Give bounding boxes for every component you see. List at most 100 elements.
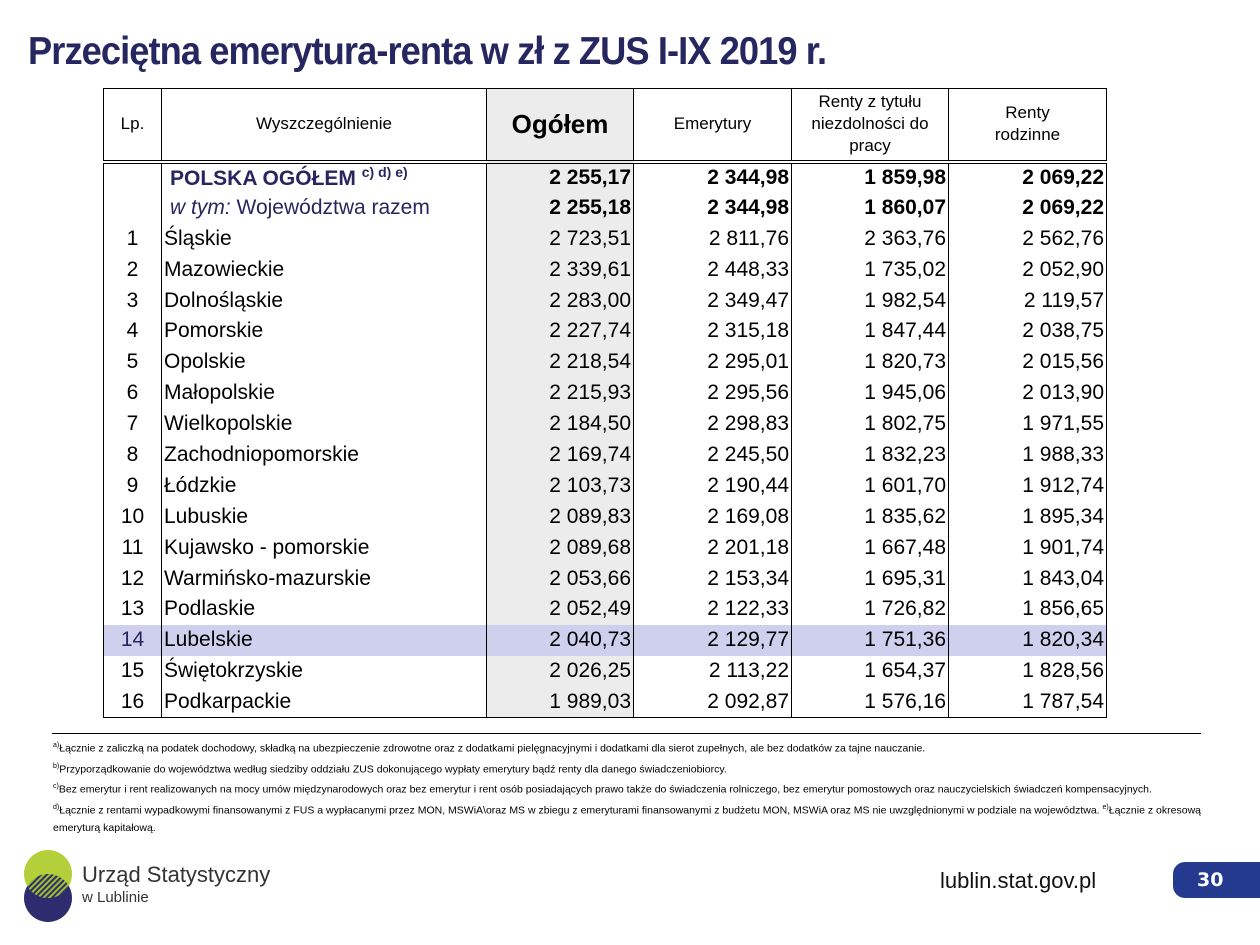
cell-value: 1 820,73	[791, 346, 949, 378]
row-number: 7	[103, 408, 162, 440]
cell-value: 2 169,08	[633, 501, 792, 533]
cell-value: 1 601,70	[791, 470, 949, 502]
table-row: 9 Łódzkie 2 103,73 2 190,44 1 601,70 1 912,74	[103, 470, 1107, 502]
region-name: Lubuskie	[161, 501, 487, 533]
cell-value: 2 052,90	[948, 254, 1107, 286]
footnotes: a)Łącznie z zaliczką na podatek dochodow…	[53, 737, 1201, 837]
cell-value: 2 363,76	[791, 223, 949, 255]
header-renty-niezdolnosc: Renty z tytułu niezdolności do pracy	[791, 88, 949, 162]
row-number: 11	[103, 532, 162, 564]
cell-value: 2 315,18	[633, 315, 792, 347]
cell-value: 1 982,54	[791, 285, 949, 316]
cell-value: 2 218,54	[486, 346, 634, 378]
cell-value: 2 190,44	[633, 470, 792, 502]
polska-label: POLSKA OGÓŁEM	[170, 167, 356, 191]
region-name: Opolskie	[161, 346, 487, 378]
footnote-d-e: d)Łącznie z rentami wypadkowymi finansow…	[53, 803, 1201, 835]
cell-value: 2 562,76	[948, 223, 1107, 255]
header-lp: Lp.	[103, 88, 162, 162]
cell-value: 2 113,22	[633, 655, 792, 687]
cell-value: 1 945,06	[791, 377, 949, 409]
cell-value: 1 835,62	[791, 501, 949, 533]
header-ogolem: Ogółem	[486, 88, 634, 162]
table-row: 7 Wielkopolskie 2 184,50 2 298,83 1 802,75 1 …	[103, 408, 1107, 440]
cell-value: 1 654,37	[791, 655, 949, 687]
cell-value: 2 295,56	[633, 377, 792, 409]
cell-value: 2 283,00	[486, 285, 634, 316]
table-row: 10 Lubuskie 2 089,83 2 169,08 1 835,62 1 895,…	[103, 501, 1107, 533]
summary-row-wojewodztwa: w tym: Województwa razem 2 255,18 2 344,…	[103, 192, 1107, 224]
logo-subtext: w Lublinie	[82, 889, 149, 906]
row-number: 12	[103, 563, 162, 594]
summary-row-polska: POLSKA OGÓŁEM c) d) e) 2 255,17 2 344,98…	[103, 161, 1107, 193]
region-name: Dolnośląskie	[161, 285, 487, 316]
header-emerytury: Emerytury	[633, 88, 792, 162]
table-row: 8 Zachodniopomorskie 2 169,74 2 245,50 1 832…	[103, 439, 1107, 471]
table-row: 11 Kujawsko - pomorskie 2 089,68 2 201,18 1 …	[103, 532, 1107, 564]
cell-value: 1 751,36	[791, 624, 949, 656]
cell-value: 2 295,01	[633, 346, 792, 378]
cell-value: 1 832,23	[791, 439, 949, 471]
cell-value: 1 787,54	[948, 686, 1107, 719]
cell-value: 1 859,98	[791, 161, 949, 193]
row-number: 16	[103, 686, 162, 719]
region-name: Podlaskie	[161, 593, 487, 625]
wtym-label: w tym:	[170, 195, 231, 219]
region-name: Łódzkie	[161, 470, 487, 502]
cell-value: 1 847,44	[791, 315, 949, 347]
footnote-divider	[52, 733, 1201, 734]
cell-value: 2 089,83	[486, 501, 634, 533]
page-number-badge: 30	[1173, 862, 1260, 898]
cell-value: 2 069,22	[948, 161, 1107, 193]
cell-value: 1 802,75	[791, 408, 949, 440]
cell-value: 2 026,25	[486, 655, 634, 687]
page-title: Przeciętna emerytura-renta w zł z ZUS I-…	[28, 30, 827, 73]
cell-value: 1 895,34	[948, 501, 1107, 533]
row-number: 13	[103, 593, 162, 625]
cell-value: 2 092,87	[633, 686, 792, 719]
region-name: Wielkopolskie	[161, 408, 487, 440]
cell-value: 1 843,04	[948, 563, 1107, 594]
table-row: 3 Dolnośląskie 2 283,00 2 349,47 1 982,54 2 1…	[103, 285, 1107, 316]
cell-value: 2 119,57	[948, 285, 1107, 316]
row-number: 9	[103, 470, 162, 502]
row-number: 8	[103, 439, 162, 471]
cell-value: 2 089,68	[486, 532, 634, 564]
cell-value: 2 339,61	[486, 254, 634, 286]
table-row: 12 Warmińsko-mazurskie 2 053,66 2 153,34 1 6…	[103, 563, 1107, 594]
table-row: 15 Świętokrzyskie 2 026,25 2 113,22 1 654,37…	[103, 655, 1107, 687]
table-row: 5 Opolskie 2 218,54 2 295,01 1 820,73 2 015,5…	[103, 346, 1107, 378]
region-name: Mazowieckie	[161, 254, 487, 286]
cell-value: 2 298,83	[633, 408, 792, 440]
cell-value: 2 723,51	[486, 223, 634, 255]
logo-text: Urząd Statystyczny	[82, 862, 271, 887]
cell-value: 1 667,48	[791, 532, 949, 564]
footnote-c: c)Bez emerytur i rent realizowanych na m…	[53, 783, 1152, 796]
cell-value: 2 448,33	[633, 254, 792, 286]
cell-value: 2 052,49	[486, 593, 634, 625]
cell-value: 1 726,82	[791, 593, 949, 625]
cell-value: 2 103,73	[486, 470, 634, 502]
cell-value: 2 184,50	[486, 408, 634, 440]
row-number: 1	[103, 223, 162, 255]
row-number: 10	[103, 501, 162, 533]
cell-value: 1 856,65	[948, 593, 1107, 625]
website-url[interactable]: lublin.stat.gov.pl	[940, 868, 1097, 893]
pension-table: Lp. Wyszczególnienie Ogółem Emerytury Re…	[103, 88, 1107, 719]
cell-value: 2 215,93	[486, 377, 634, 409]
row-number: 14	[103, 624, 162, 656]
row-number: 2	[103, 254, 162, 286]
row-number: 15	[103, 655, 162, 687]
cell-value: 2 344,98	[633, 192, 792, 224]
region-name: Pomorskie	[161, 315, 487, 347]
header-name: Wyszczególnienie	[161, 88, 487, 162]
cell-value: 2 122,33	[633, 593, 792, 625]
cell-value: 2 201,18	[633, 532, 792, 564]
cell-value: 2 153,34	[633, 563, 792, 594]
cell-value: 1 735,02	[791, 254, 949, 286]
cell-value: 1 989,03	[486, 686, 634, 719]
cell-value: 1 828,56	[948, 655, 1107, 687]
region-name: Kujawsko - pomorskie	[161, 532, 487, 564]
region-name: Zachodniopomorskie	[161, 439, 487, 471]
region-name: Podkarpackie	[161, 686, 487, 719]
